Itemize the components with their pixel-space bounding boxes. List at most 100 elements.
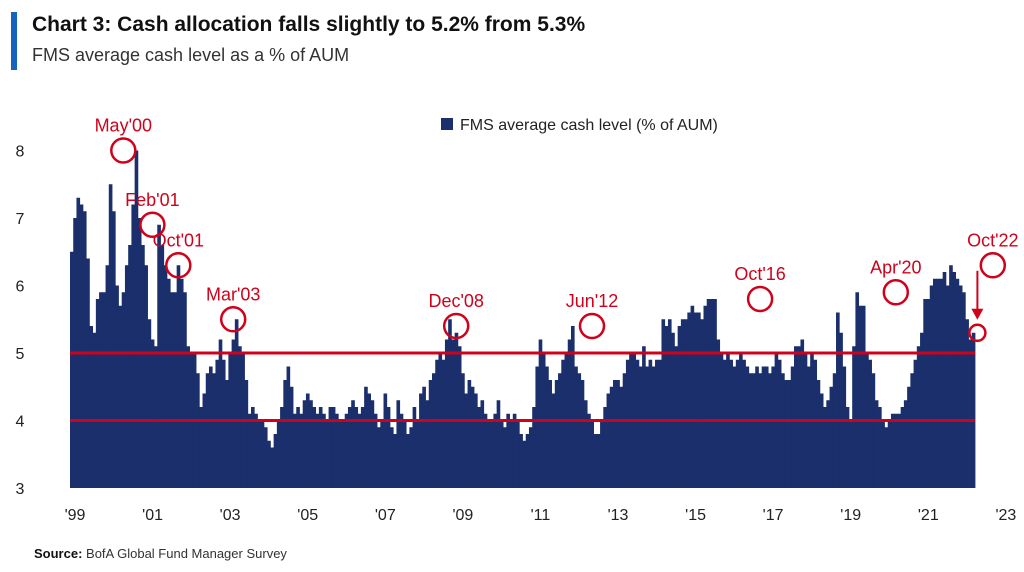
bar: [949, 265, 953, 488]
bar: [344, 413, 349, 488]
annotation-circle: [110, 137, 137, 164]
reference-lines: [70, 351, 975, 422]
bar: [806, 366, 811, 488]
bar: [836, 312, 840, 488]
annotation-label: Feb'01: [125, 190, 179, 210]
bar: [357, 413, 362, 488]
bar: [781, 373, 785, 488]
bar: [878, 407, 882, 488]
bar: [377, 427, 381, 488]
bar: [257, 420, 262, 488]
bar: [722, 359, 727, 488]
bar: [742, 359, 746, 488]
bar: [593, 434, 598, 488]
annotation-label: Dec'08: [428, 291, 483, 311]
y-tick-label: 8: [16, 144, 25, 161]
bar: [787, 380, 792, 488]
annotation-label: Oct'16: [734, 264, 785, 284]
bar: [671, 332, 675, 488]
bar: [212, 373, 216, 488]
bar: [315, 413, 320, 488]
bar: [389, 427, 394, 488]
bar: [360, 407, 365, 488]
bar: [412, 407, 417, 488]
bar: [86, 258, 90, 488]
bar: [289, 386, 294, 488]
bar: [903, 400, 908, 488]
annotation-circle: [219, 306, 247, 333]
bar: [962, 292, 966, 488]
bar: [690, 305, 695, 488]
bar: [965, 319, 969, 488]
bar: [619, 386, 624, 488]
source-label: Source:: [34, 546, 83, 561]
bar: [516, 420, 520, 488]
down-arrow-icon: [971, 308, 984, 320]
bar: [124, 265, 129, 488]
bar: [661, 319, 666, 488]
bar: [364, 386, 368, 488]
bar: [270, 447, 275, 488]
bar: [570, 326, 575, 488]
bar: [318, 407, 323, 488]
bar: [655, 359, 659, 488]
bar: [260, 420, 265, 488]
bar: [179, 278, 184, 488]
bar: [658, 359, 662, 488]
bar: [380, 420, 384, 488]
annotation-circle: [882, 279, 910, 306]
bar: [545, 366, 549, 488]
bar: [535, 366, 540, 488]
bar: [147, 319, 152, 488]
bar: [532, 407, 536, 488]
bar: [939, 278, 944, 488]
bar: [470, 386, 475, 488]
bar: [373, 413, 378, 488]
bar: [751, 373, 756, 488]
bar: [95, 299, 100, 488]
bar: [483, 413, 488, 488]
bar: [160, 245, 165, 488]
bar: [839, 332, 843, 488]
bar: [457, 346, 462, 488]
bar: [186, 346, 190, 488]
bar: [816, 380, 821, 488]
bar: [600, 420, 604, 488]
bar: [606, 393, 611, 488]
bar: [512, 413, 517, 488]
bar: [176, 265, 181, 488]
bar: [936, 278, 940, 488]
bar: [441, 359, 446, 488]
bar: [945, 285, 950, 488]
bar: [105, 265, 110, 488]
y-axis-ticks: 3 4 5 6 7 8: [16, 144, 25, 499]
bar: [651, 366, 656, 488]
bar: [280, 407, 284, 488]
bar: [221, 359, 226, 488]
bar: [293, 413, 297, 488]
bar: [635, 359, 640, 488]
bar: [432, 373, 436, 488]
bar: [955, 278, 960, 488]
bar: [755, 366, 759, 488]
bar: [735, 359, 740, 488]
bar: [871, 373, 876, 488]
y-tick-label: 5: [16, 346, 25, 363]
bar: [331, 407, 336, 488]
bar: [263, 427, 268, 488]
bar: [276, 420, 281, 488]
bar: [800, 339, 805, 488]
bar: [490, 420, 494, 488]
bar: [874, 400, 879, 488]
bar: [393, 434, 397, 488]
bar: [419, 393, 423, 488]
bar: [603, 407, 607, 488]
bar: [929, 285, 934, 488]
bar: [616, 380, 620, 488]
bar: [794, 346, 798, 488]
bar: [580, 380, 585, 488]
bar: [208, 366, 213, 488]
bar: [503, 427, 507, 488]
bar: [913, 359, 918, 488]
bar: [958, 285, 963, 488]
